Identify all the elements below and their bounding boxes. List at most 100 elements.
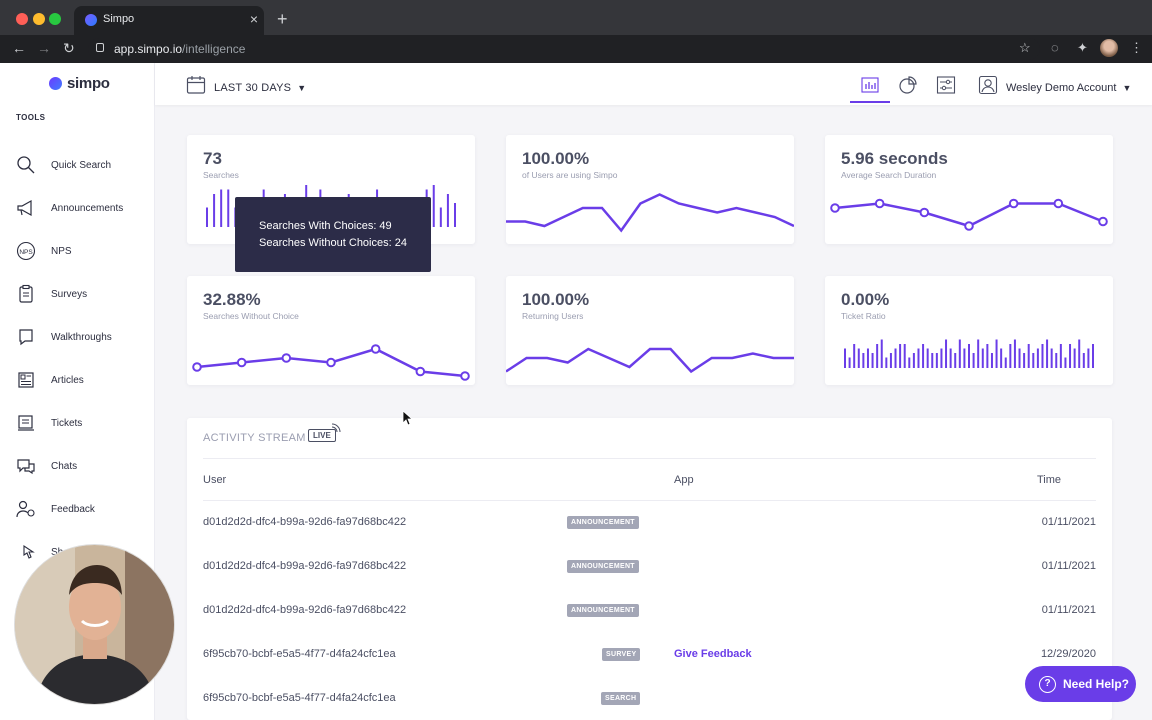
chart-point[interactable] bbox=[192, 362, 202, 372]
give-feedback-link[interactable]: Give Feedback bbox=[674, 648, 752, 660]
chart-point[interactable] bbox=[236, 357, 247, 368]
chart-point[interactable] bbox=[281, 353, 292, 363]
chart-bar[interactable] bbox=[1078, 339, 1081, 369]
chart-bar[interactable] bbox=[885, 357, 888, 369]
metric-card-ticket-ratio[interactable]: 0.00% Ticket Ratio bbox=[825, 276, 1113, 385]
chart-bar[interactable] bbox=[954, 353, 957, 368]
chart-bar[interactable] bbox=[1087, 348, 1090, 369]
forward-arrow-icon[interactable]: → bbox=[37, 40, 51, 56]
chart-bar[interactable] bbox=[1073, 348, 1076, 369]
chart-point[interactable] bbox=[1098, 216, 1108, 227]
table-row[interactable]: d01d2d2d-dfc4-b99a-92d6-fa97d68bc422 ANN… bbox=[187, 500, 1112, 544]
chart-bar[interactable] bbox=[917, 348, 920, 369]
chart-bar[interactable] bbox=[1069, 344, 1072, 368]
sidebar-item-tickets[interactable]: Tickets bbox=[14, 410, 144, 436]
column-header-user[interactable]: User bbox=[203, 474, 227, 486]
chart-bar[interactable] bbox=[1050, 348, 1053, 369]
table-row[interactable]: d01d2d2d-dfc4-b99a-92d6-fa97d68bc422 ANN… bbox=[187, 588, 1112, 632]
close-window-button[interactable] bbox=[16, 13, 28, 25]
chart-bar[interactable] bbox=[908, 357, 911, 369]
chart-bar[interactable] bbox=[968, 344, 970, 368]
chart-bar[interactable] bbox=[912, 353, 915, 368]
chart-bar[interactable] bbox=[922, 344, 925, 368]
chart-bar[interactable] bbox=[958, 339, 961, 369]
chart-bar[interactable] bbox=[1018, 348, 1021, 369]
chart-bar[interactable] bbox=[220, 189, 223, 228]
chart-bar[interactable] bbox=[903, 344, 906, 368]
sidebar-item-quick-search[interactable]: Quick Search bbox=[14, 152, 144, 178]
chart-bar[interactable] bbox=[972, 353, 975, 368]
chart-bar[interactable] bbox=[213, 194, 216, 227]
chart-bar[interactable] bbox=[963, 348, 966, 369]
chart-bar[interactable] bbox=[876, 344, 879, 368]
chart-bar[interactable] bbox=[1013, 339, 1016, 369]
chart-bar[interactable] bbox=[446, 194, 449, 227]
sidebar-item-feedback[interactable]: Feedback bbox=[14, 496, 144, 522]
chart-bar[interactable] bbox=[931, 353, 934, 368]
chart-bar[interactable] bbox=[1000, 348, 1003, 369]
metric-card-returning-users[interactable]: 100.00% Returning Users bbox=[506, 276, 794, 385]
chart-bar[interactable] bbox=[1055, 353, 1058, 368]
chart-point[interactable] bbox=[964, 221, 974, 231]
chart-bar[interactable] bbox=[1023, 353, 1026, 368]
reload-icon[interactable]: ↻ bbox=[63, 40, 75, 56]
chart-bar[interactable] bbox=[889, 353, 892, 368]
need-help-button[interactable]: ? Need Help? bbox=[1025, 666, 1136, 702]
chart-point[interactable] bbox=[919, 207, 930, 218]
chart-bar[interactable] bbox=[857, 348, 860, 369]
chart-bar[interactable] bbox=[935, 353, 938, 368]
chart-bar[interactable] bbox=[940, 348, 943, 369]
settings-sliders-icon[interactable] bbox=[935, 74, 957, 96]
profile-avatar[interactable] bbox=[1100, 39, 1118, 57]
sidebar-item-chats[interactable]: Chats bbox=[14, 453, 144, 479]
browser-tab[interactable]: Simpo × bbox=[74, 6, 264, 35]
chart-bar[interactable] bbox=[949, 348, 952, 369]
chart-bar[interactable] bbox=[1059, 344, 1062, 368]
chart-bar[interactable] bbox=[866, 348, 869, 369]
chart-point[interactable] bbox=[830, 203, 840, 213]
extension-loading-icon[interactable]: ◌ bbox=[1051, 40, 1059, 55]
chart-bar[interactable] bbox=[206, 207, 208, 228]
minimize-window-button[interactable] bbox=[33, 13, 45, 25]
chart-bar[interactable] bbox=[1082, 353, 1085, 368]
simpo-logo[interactable]: simpo bbox=[49, 75, 110, 92]
sidebar-item-walkthroughs[interactable]: Walkthroughs bbox=[14, 324, 144, 350]
chart-point[interactable] bbox=[415, 366, 426, 377]
sidebar-item-surveys[interactable]: Surveys bbox=[14, 281, 144, 307]
metric-card-users-using[interactable]: 100.00% of Users are using Simpo bbox=[506, 135, 794, 244]
chart-bar[interactable] bbox=[1032, 353, 1035, 368]
account-menu[interactable]: Wesley Demo Account ▼ bbox=[978, 75, 1131, 100]
chart-bar[interactable] bbox=[871, 353, 874, 368]
chart-bar[interactable] bbox=[1004, 357, 1007, 369]
star-icon[interactable]: ☆ bbox=[1019, 40, 1031, 55]
table-row[interactable]: d01d2d2d-dfc4-b99a-92d6-fa97d68bc422 ANN… bbox=[187, 544, 1112, 588]
chart-bar[interactable] bbox=[1064, 357, 1067, 369]
chart-bar[interactable] bbox=[880, 339, 883, 369]
metric-card-search-duration[interactable]: 5.96 seconds Average Search Duration bbox=[825, 135, 1113, 244]
chart-bar[interactable] bbox=[1009, 344, 1012, 368]
chart-bar[interactable] bbox=[432, 185, 435, 227]
column-header-app[interactable]: App bbox=[674, 474, 694, 486]
date-range-selector[interactable]: LAST 30 DAYS ▼ bbox=[186, 75, 306, 100]
chart-bar[interactable] bbox=[1041, 344, 1044, 368]
chart-bar[interactable] bbox=[899, 344, 902, 368]
kebab-menu-icon[interactable]: ⋮ bbox=[1130, 40, 1143, 55]
bar-chart-icon[interactable] bbox=[859, 74, 881, 96]
chart-point[interactable] bbox=[326, 357, 336, 368]
sidebar-item-nps[interactable]: NPS NPS bbox=[14, 238, 144, 264]
pie-chart-icon[interactable] bbox=[897, 74, 919, 96]
chart-bar[interactable] bbox=[862, 353, 865, 368]
back-arrow-icon[interactable]: ← bbox=[12, 40, 26, 56]
chart-bar[interactable] bbox=[995, 339, 998, 369]
chart-bar[interactable] bbox=[926, 348, 929, 369]
sidebar-item-articles[interactable]: Articles bbox=[14, 367, 144, 393]
address-bar[interactable]: app.simpo.io/intelligence bbox=[88, 38, 1040, 60]
column-header-time[interactable]: Time bbox=[1037, 474, 1062, 486]
tab-close-button[interactable]: × bbox=[249, 11, 258, 27]
chart-point[interactable] bbox=[874, 198, 885, 209]
chart-bar[interactable] bbox=[848, 357, 851, 369]
chart-bar[interactable] bbox=[227, 189, 230, 228]
chart-point[interactable] bbox=[460, 371, 470, 381]
metric-card-without-choice[interactable]: 32.88% Searches Without Choice bbox=[187, 276, 475, 385]
chart-bar[interactable] bbox=[894, 348, 897, 369]
